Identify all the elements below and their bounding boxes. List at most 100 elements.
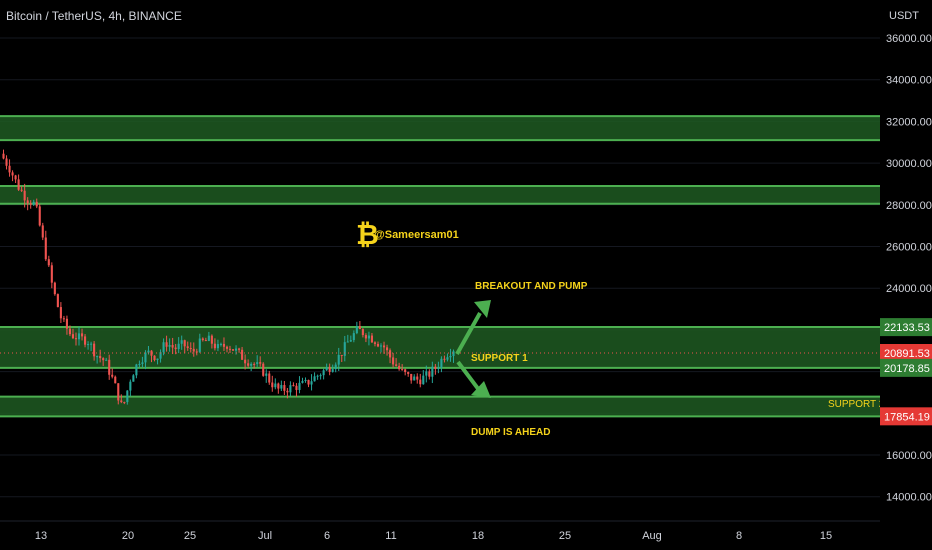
candle-body [416,376,419,380]
time-tick-label: 25 [184,530,196,542]
candle-body [428,371,431,377]
candle-body [47,259,50,266]
svg-text:₿: ₿ [356,219,379,250]
price-unit-label: USDT [889,10,919,22]
candle-body [422,375,425,385]
annotation-breakout: BREAKOUT AND PUMP [475,281,588,292]
price-badge-label: 20891.53 [884,348,930,360]
candle-body [392,357,395,365]
candle-body [26,200,29,204]
candle-body [126,390,129,403]
candle-body [316,375,319,377]
candle-body [352,333,355,341]
candle-body [379,345,383,347]
time-tick-label: 25 [559,530,571,542]
candle-body [256,362,259,365]
candle-body [56,294,59,308]
candle-body [343,342,346,356]
candle-body [53,282,56,295]
candle-body [198,338,201,352]
annotation-support-2: SUPPORT 2 [828,399,885,410]
price-tick-label: 30000.00 [886,158,932,170]
candle-body [440,358,443,368]
candle-body [213,343,216,349]
candle-body [385,347,389,351]
price-badge [880,358,932,377]
candle-body [268,373,271,383]
candle-body [71,334,75,339]
candle-body [29,203,32,205]
candle-body [132,375,135,382]
candle-body [219,343,223,345]
candle-body [144,352,147,363]
candle-body [228,348,232,350]
candle-body [280,385,283,389]
candle-body [11,172,14,176]
candle-body [14,175,17,180]
candle-body [180,340,183,344]
time-tick-label: 8 [736,530,742,542]
time-tick-label: 11 [385,530,396,542]
time-axis-background[interactable] [0,521,880,550]
candle-body [123,402,126,404]
candle-body [129,381,132,391]
arrow-up-icon [455,300,491,355]
candle-body [102,358,105,361]
candle-body [59,307,62,319]
candle-body [114,376,117,384]
candle-body [247,363,250,366]
time-tick-label: 20 [122,530,134,542]
candle-body [111,374,114,377]
candle-body [244,359,247,364]
candle-body [262,363,265,376]
zone-band [0,186,880,204]
candle-body [93,343,96,357]
candle-body [234,348,238,351]
candle-body [177,343,180,350]
price-tick-label: 36000.00 [886,33,932,45]
candle-body [207,335,210,341]
candle-body [364,335,367,339]
candle-body [376,343,380,347]
candle-body [370,335,374,343]
candle-body [68,328,72,335]
candle-body [389,350,392,358]
grid-lines [0,37,880,498]
candle-body [153,355,156,361]
time-tick-label: 13 [35,530,47,542]
candle-body [331,369,334,372]
candle-body [159,352,162,359]
candle-body [271,382,274,388]
candle-body [65,318,68,329]
price-tick-label: 26000.00 [886,241,932,253]
candle-body [183,340,186,347]
candle-body [201,338,204,341]
candle-body [241,349,244,360]
annotation-dump: DUMP IS AHEAD [471,427,550,438]
candle-body [322,370,325,376]
time-tick-label: Jul [258,530,272,542]
candle-body [117,383,120,401]
bitcoin-logo-icon: ₿ [356,219,379,250]
support-resistance-zones [0,115,880,418]
candle-body [38,206,41,226]
candle-body [443,358,446,360]
zone-band [0,396,880,417]
candle-body [41,225,44,238]
price-tick-label: 24000.00 [886,283,932,295]
candle-body [74,338,78,340]
candle-body [437,367,440,369]
candle-body [404,369,407,373]
candle-body [62,318,65,320]
candle-body [310,381,313,385]
arrow-down-icon [456,360,491,398]
candle-body [413,376,416,381]
candle-body [120,400,123,403]
candle-body [23,190,26,201]
candle-body [90,343,93,345]
candle-body [259,362,262,364]
candle-body [446,357,449,360]
price-axis-background[interactable] [880,0,932,520]
candle-body [168,344,171,347]
